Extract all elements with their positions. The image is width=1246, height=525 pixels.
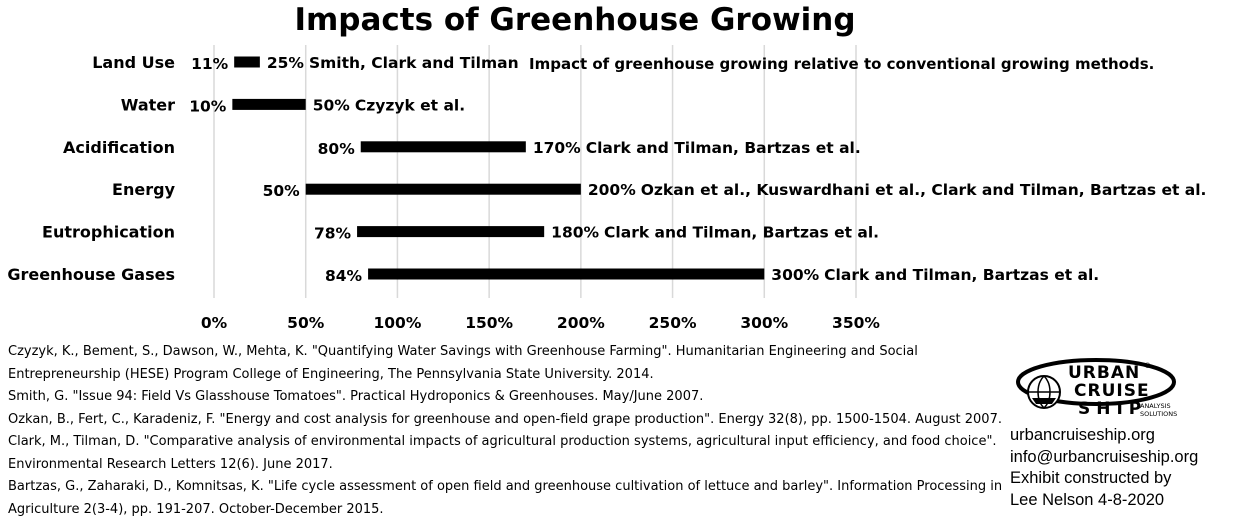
high-value-label: 300% Clark and Tilman, Bartzas et al. [771,266,1099,284]
reference-item: Czyzyk, K., Bement, S., Dawson, W., Meht… [8,344,918,382]
chart-title: Impacts of Greenhouse Growing [294,2,856,38]
source-label: Clark and Tilman, Bartzas et al. [824,266,1099,284]
range-bar [234,56,260,68]
source-label: Clark and Tilman, Bartzas et al. [586,139,861,157]
high-value: 50% [313,96,351,114]
reference-item: Bartzas, G., Zaharaki, D., Komnitsas, K.… [8,479,1003,517]
website-link[interactable]: urbancruiseship.org [1010,426,1155,444]
category-label: Energy [112,180,176,199]
source-label: Clark and Tilman, Bartzas et al. [604,224,879,242]
contact-block: urbancruiseship.org info@urbancruiseship… [1010,425,1246,511]
logo-tagline-analysis: ANALYSIS [1140,402,1171,410]
x-axis-ticks: 0% 50% 100% 150% 200% 250% 300% 350% [201,314,881,332]
x-tick-label: 150% [465,314,513,332]
high-value: 180% [551,224,599,242]
labels: Land Use 11% 25% Smith, Clark and Tilman Wat… [7,53,1206,285]
low-value-label: 84% [325,267,363,285]
range-bar [360,141,526,153]
x-tick-label: 100% [373,314,421,332]
grid-lines [213,45,857,298]
reference-item: Smith, G. "Issue 94: Field Vs Glasshouse… [8,389,704,404]
x-tick-label: 250% [649,314,697,332]
category-label: Land Use [92,53,175,72]
range-bar [368,268,765,280]
category-label: Water [121,95,175,114]
range-bar-chart: Land Use 11% 25% Smith, Clark and Tilman Wat… [7,45,1206,332]
low-value-label: 78% [314,225,352,243]
high-value: 170% [533,139,581,157]
high-value-label: 25% Smith, Clark and Tilman [267,54,519,72]
range-bar [305,183,581,195]
ship-icon [1032,398,1056,404]
bars [232,56,765,280]
x-tick-label: 350% [832,314,880,332]
credit-author-date: Lee Nelson 4-8-2020 [1010,490,1165,509]
logo-registered: ® [1144,362,1151,370]
high-value-label: 180% Clark and Tilman, Bartzas et al. [551,224,879,242]
logo-text-cruise: CRUISE [1074,381,1150,401]
credit-line: Exhibit constructed by [1010,469,1172,487]
high-value-label: 170% Clark and Tilman, Bartzas et al. [533,139,861,157]
x-tick-label: 0% [201,314,228,332]
logo-tagline-solutions: SOLUTIONS [1140,410,1177,418]
range-bar [357,226,545,238]
reference-item: Clark, M., Tilman, D. "Comparative analy… [8,434,997,472]
high-value: 300% [771,266,819,284]
source-label: Czyzyk et al. [355,96,465,114]
source-label: Smith, Clark and Tilman [309,54,519,72]
source-label: Ozkan et al., Kuswardhani et al., Clark … [641,181,1207,199]
logo-swoosh [1016,358,1176,406]
x-tick-label: 50% [287,314,325,332]
logo-text-ship: SHIP [1078,399,1147,419]
email-link[interactable]: info@urbancruiseship.org [1010,447,1199,466]
high-value-label: 200% Ozkan et al., Kuswardhani et al., Cl… [588,181,1207,199]
range-bar [232,98,306,110]
chart-note: Impact of greenhouse growing relative to… [529,55,1154,73]
reference-item: Ozkan, B., Fert, C., Karadeniz, F. "Ener… [8,411,1002,427]
category-label: Acidification [63,138,175,157]
references-list: Czyzyk, K., Bement, S., Dawson, W., Meht… [8,341,1008,521]
low-value-label: 50% [263,182,301,200]
high-value: 200% [588,181,636,199]
low-value-label: 80% [318,140,356,158]
x-tick-label: 300% [740,314,788,332]
urban-cruise-ship-logo: URBAN ® CRUISE SHIP ANALYSIS SOLUTIONS [1016,358,1177,419]
high-value: 25% [267,54,305,72]
low-value-label: 10% [189,97,227,115]
high-value-label: 50% Czyzyk et al. [313,96,465,114]
category-label: Greenhouse Gases [7,265,175,284]
category-label: Eutrophication [42,223,175,242]
logo-text-urban: URBAN [1068,363,1140,383]
globe-meridian [1028,375,1060,409]
x-tick-label: 200% [557,314,605,332]
low-value-label: 11% [191,55,229,73]
